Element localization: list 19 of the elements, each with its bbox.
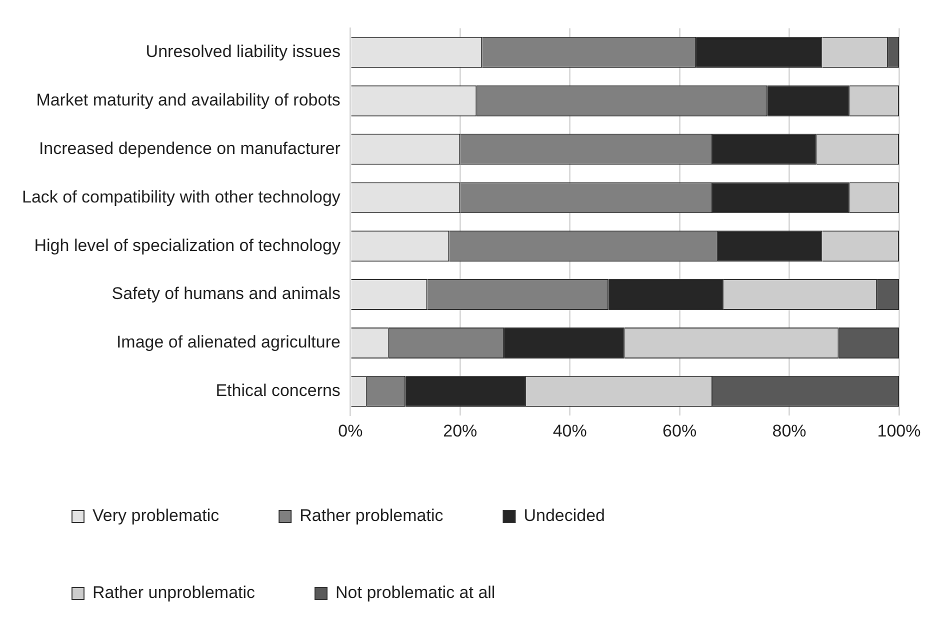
y-tick-label: Image of alienated agriculture xyxy=(116,332,340,352)
x-tick-label: 40% xyxy=(552,421,587,440)
y-tick-label: Unresolved liability issues xyxy=(146,42,340,62)
legend-label: Very problematic xyxy=(92,506,220,526)
x-tick-label: 80% xyxy=(772,421,806,440)
x-tick-label: 0% xyxy=(338,421,363,440)
y-tick-label: Ethical concerns xyxy=(216,381,340,400)
x-tick-label: 60% xyxy=(662,421,697,440)
x-tick-label: 100% xyxy=(877,421,921,440)
legend-label: Rather unproblematic xyxy=(92,583,256,602)
legend-label: Not problematic at all xyxy=(336,583,496,602)
y-tick-label: High level of specialization of technology xyxy=(34,236,341,255)
legend-label: Rather problematic xyxy=(300,506,444,526)
y-tick-label: Market maturity and availability of robots xyxy=(36,90,340,110)
y-tick-label: Safety of humans and animals xyxy=(112,284,340,304)
legend-label: Undecided xyxy=(524,506,606,526)
y-tick-label: Lack of compatibility with other technology xyxy=(22,187,341,206)
x-tick-label: 20% xyxy=(443,421,478,440)
y-tick-label: Increased dependence on manufacturer xyxy=(38,138,341,158)
